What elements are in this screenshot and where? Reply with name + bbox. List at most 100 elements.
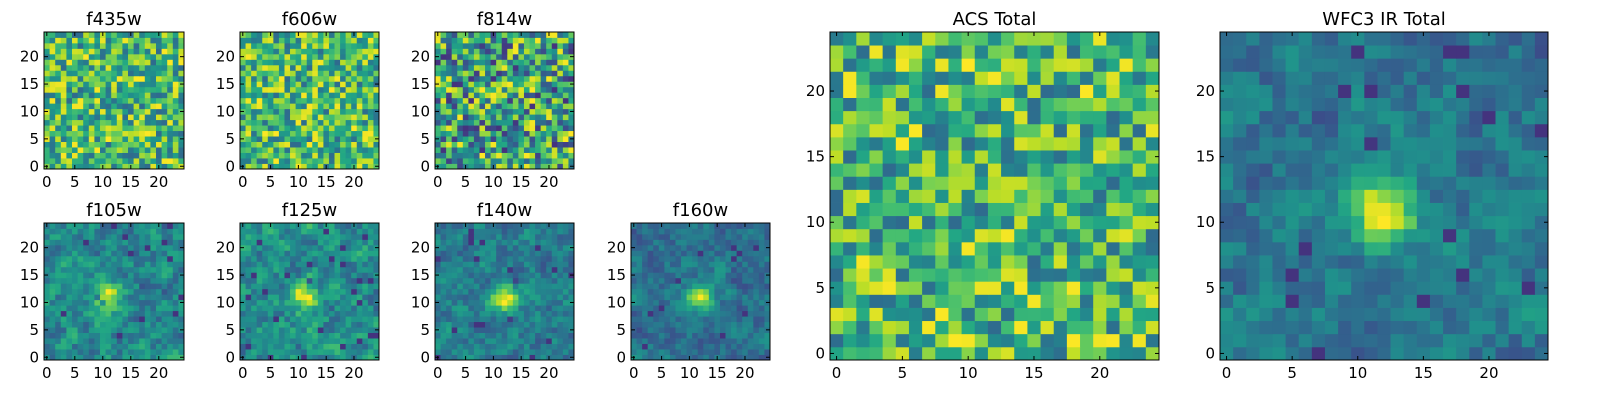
heatmap-cell	[77, 70, 84, 77]
heatmap-cell	[144, 103, 151, 110]
heatmap-cell	[133, 294, 140, 301]
heatmap-cell	[88, 103, 95, 110]
heatmap-cell	[725, 223, 732, 229]
heatmap-cell	[457, 48, 464, 55]
heatmap-cell	[251, 283, 258, 290]
heatmap-cell	[1066, 163, 1081, 177]
heatmap-cell	[49, 272, 56, 279]
heatmap-cell	[562, 266, 569, 273]
heatmap-cell	[473, 86, 480, 93]
heatmap-cell	[435, 233, 441, 240]
heatmap-cell	[245, 223, 252, 229]
heatmap-cell	[345, 338, 352, 344]
y-tick-label: 15	[216, 266, 235, 284]
heatmap-cell	[340, 130, 347, 137]
heatmap-cell	[496, 158, 503, 164]
heatmap-cell	[518, 299, 525, 306]
heatmap-cell	[278, 223, 285, 229]
heatmap-cell	[856, 228, 870, 243]
heatmap-cell	[334, 119, 341, 126]
heatmap-cell	[122, 103, 129, 110]
axes-frame	[239, 222, 380, 361]
heatmap-cell	[256, 130, 263, 137]
heatmap-cell	[306, 255, 313, 262]
heatmap-cell	[496, 299, 503, 306]
heatmap-cell	[440, 321, 447, 328]
heatmap-cell	[323, 343, 330, 350]
heatmap-cell	[284, 42, 291, 49]
heatmap-cell	[172, 86, 179, 93]
heatmap-cell	[278, 119, 285, 126]
heatmap-cell	[122, 332, 129, 339]
heatmap-cell	[256, 294, 263, 301]
heatmap-cell	[557, 48, 564, 55]
heatmap-cell	[551, 299, 558, 306]
heatmap-cell	[457, 37, 464, 44]
heatmap-cell	[362, 64, 369, 71]
heatmap-cell	[251, 119, 258, 126]
heatmap-cell	[546, 119, 553, 126]
heatmap-cell	[345, 130, 352, 137]
heatmap-cell	[697, 223, 704, 229]
x-tick-label: 0	[42, 364, 52, 382]
heatmap-cell	[139, 42, 146, 49]
heatmap-cell	[496, 136, 503, 142]
axes-frame	[43, 222, 185, 361]
heatmap-cell	[105, 283, 112, 290]
heatmap-cell	[451, 299, 458, 306]
heatmap-cell	[362, 75, 369, 82]
heatmap-cell	[719, 327, 726, 333]
heatmap-cell	[512, 92, 519, 99]
heatmap-cell	[468, 103, 475, 110]
heatmap-cell	[295, 125, 302, 132]
heatmap-cell	[345, 136, 352, 142]
heatmap-cell	[172, 130, 179, 137]
heatmap-cell	[44, 158, 50, 164]
heatmap-cell	[290, 97, 296, 104]
heatmap-cell	[278, 163, 285, 170]
heatmap-cell	[485, 327, 491, 333]
heatmap-cell	[736, 332, 743, 339]
heatmap-cell	[128, 305, 134, 312]
heatmap-cell	[540, 354, 547, 361]
heatmap-cell	[367, 239, 374, 246]
heatmap-cell	[301, 233, 308, 240]
heatmap-cell	[317, 239, 324, 246]
heatmap-cell	[974, 294, 989, 308]
heatmap-cell	[747, 250, 754, 257]
heatmap-cell	[301, 327, 308, 333]
heatmap-cell	[133, 103, 140, 110]
heatmap-cell	[100, 261, 106, 268]
heatmap-cell	[334, 130, 341, 137]
heatmap-cell	[139, 288, 146, 295]
heatmap-cell	[523, 130, 530, 137]
heatmap-cell	[468, 75, 475, 82]
heatmap-cell	[473, 294, 480, 301]
heatmap-cell	[725, 261, 732, 268]
heatmap-cell	[507, 119, 514, 126]
heatmap-cell	[66, 130, 73, 137]
heatmap-cell	[60, 136, 67, 142]
heatmap-cell	[306, 141, 313, 148]
heatmap-cell	[100, 310, 106, 317]
heatmap-cell	[356, 70, 363, 77]
x-tick-label: 10	[289, 173, 308, 191]
heatmap-cell	[1001, 255, 1015, 269]
heatmap-cell	[172, 244, 179, 251]
heatmap-image	[435, 32, 575, 170]
heatmap-cell	[150, 64, 157, 71]
y-tick-label: 10	[20, 293, 39, 311]
heatmap-cell	[948, 241, 962, 256]
heatmap-cell	[653, 354, 660, 361]
heatmap-cell	[523, 48, 530, 55]
heatmap-cell	[139, 244, 146, 251]
heatmap-cell	[373, 86, 380, 93]
heatmap-cell	[100, 64, 106, 71]
heatmap-cell	[351, 316, 358, 323]
heatmap-cell	[1132, 228, 1147, 243]
heatmap-cell	[139, 321, 146, 328]
heatmap-cell	[457, 114, 464, 121]
heatmap-cell	[473, 97, 480, 104]
heatmap-cell	[273, 244, 280, 251]
heatmap-cell	[468, 294, 475, 301]
